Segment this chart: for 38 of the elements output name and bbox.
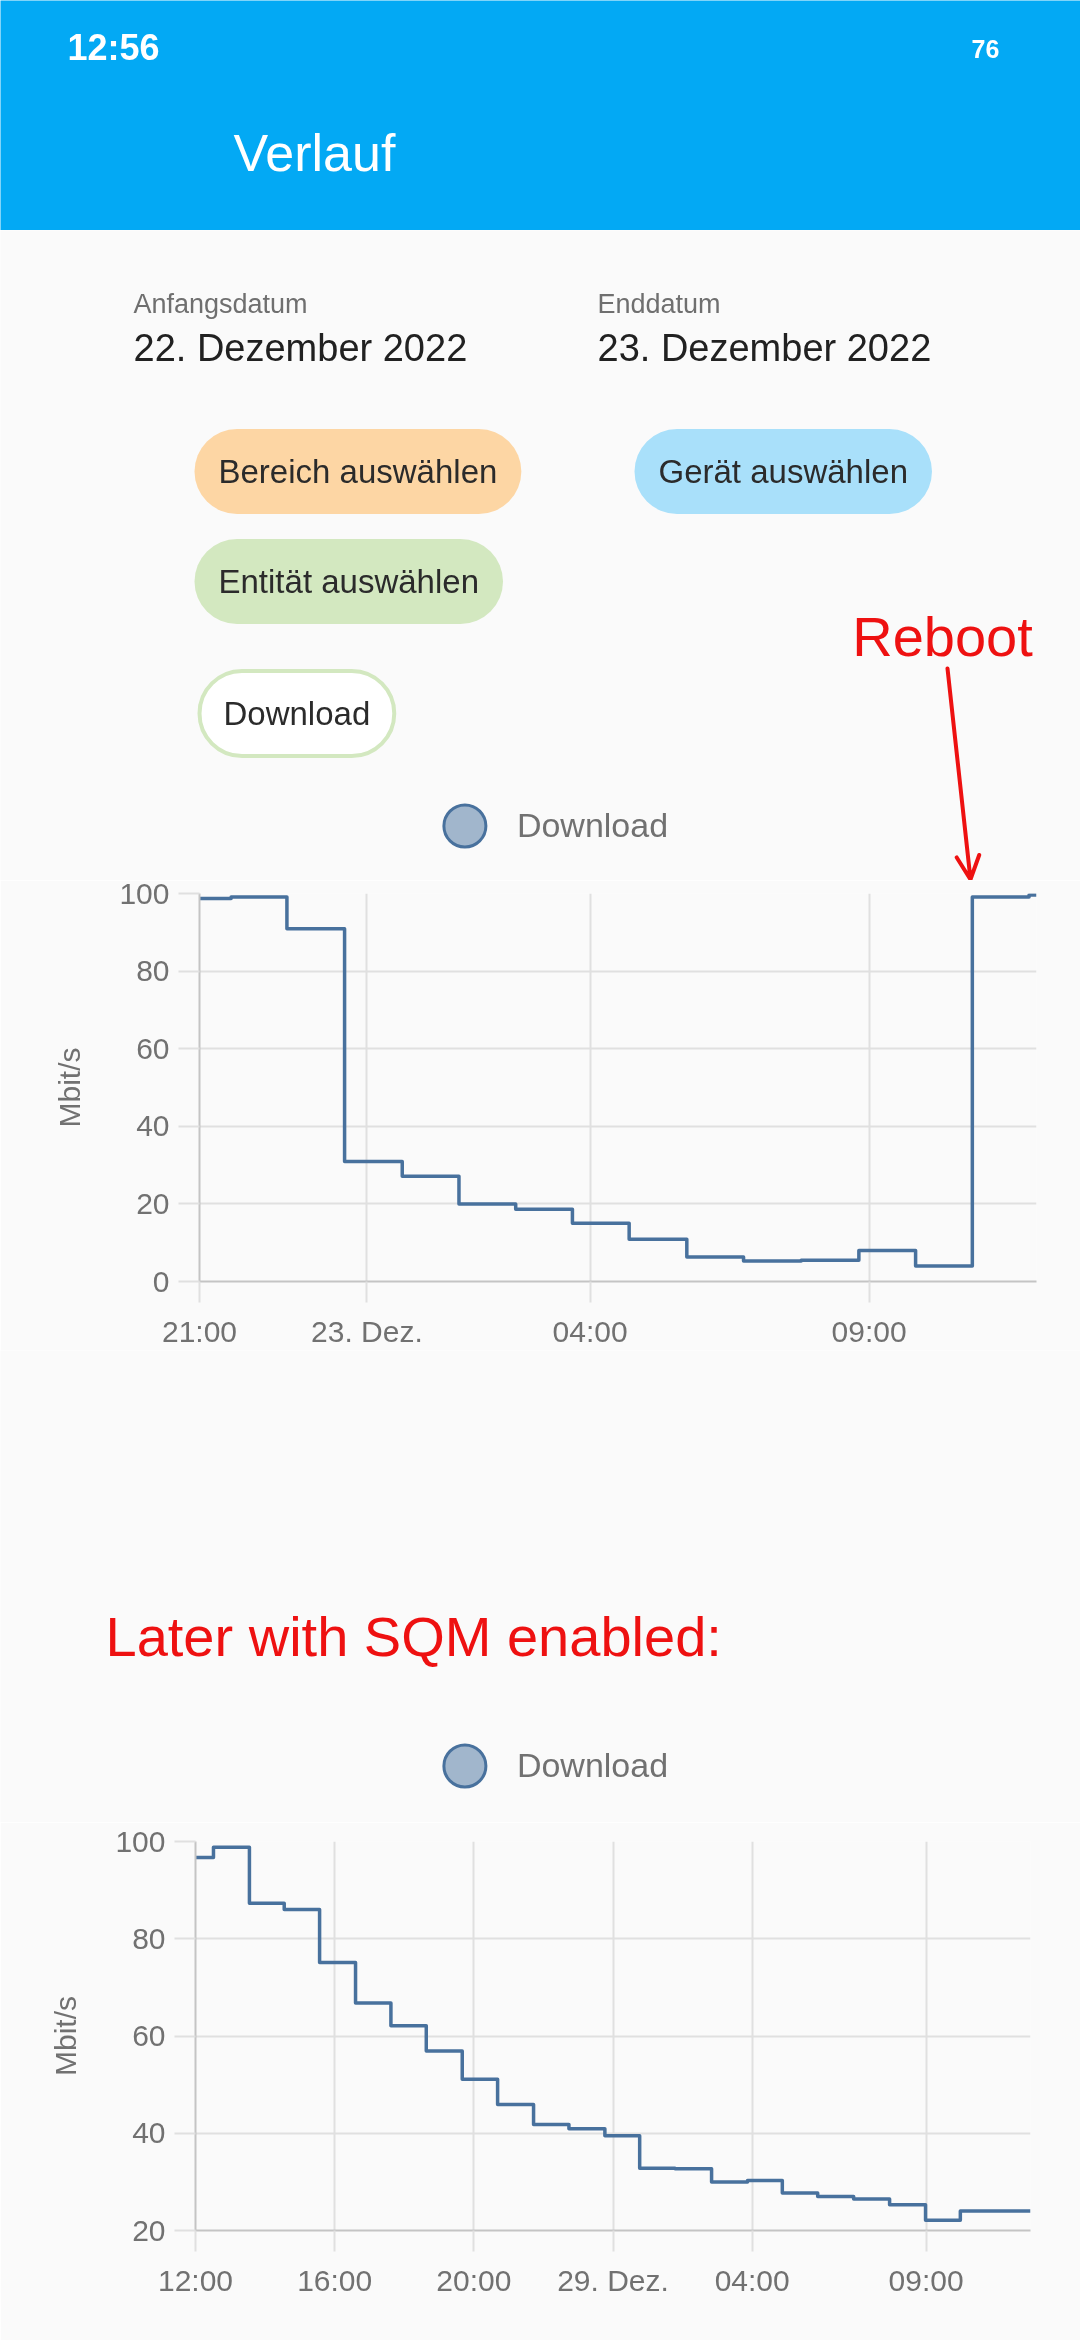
text: Download	[223, 695, 371, 732]
y-tick-label: 0	[152, 1264, 170, 1298]
text: Gerät auswählen	[658, 453, 908, 490]
text: 76	[971, 34, 1000, 63]
chart-title: Later with SQM enabled:	[105, 1605, 722, 1668]
text: Enddatum	[597, 288, 721, 319]
y-axis-title: Mbit/s	[53, 1047, 87, 1128]
x-tick-label: 12:00	[157, 2263, 234, 2297]
text: 12:56	[67, 27, 160, 68]
text: Verlauf	[233, 123, 396, 182]
text: Reboot	[852, 605, 1034, 668]
y-tick-label: 100	[115, 1824, 166, 1858]
y-tick-label: 100	[119, 876, 170, 910]
x-tick-label: 20:00	[436, 2263, 512, 2297]
y-tick-label: 80	[132, 1921, 166, 1955]
text: Entität auswählen	[218, 563, 480, 600]
y-axis-title: Mbit/s	[49, 1995, 83, 2076]
x-tick-label: 21:00	[161, 1314, 238, 1348]
x-tick-label: 16:00	[297, 2263, 373, 2297]
y-tick-label: 80	[136, 954, 170, 988]
x-tick-label: 04:00	[552, 1314, 628, 1348]
text: 23. Dezember 2022	[597, 326, 932, 369]
y-tick-label: 20	[132, 2213, 166, 2247]
x-tick-label: 23. Dez.	[311, 1314, 423, 1348]
y-tick-label: 20	[136, 1186, 170, 1220]
legend-label: Download	[516, 1746, 669, 1785]
y-tick-label: 40	[136, 1109, 170, 1143]
x-tick-label: 09:00	[888, 2263, 964, 2297]
y-tick-label: 60	[136, 1031, 170, 1065]
legend-label: Download	[516, 806, 669, 845]
text: 22. Dezember 2022	[133, 326, 468, 369]
y-tick-label: 40	[132, 2116, 166, 2150]
x-tick-label: 29. Dez.	[557, 2263, 669, 2297]
x-tick-label: 09:00	[831, 1314, 907, 1348]
x-tick-label: 04:00	[714, 2263, 790, 2297]
y-tick-label: 60	[132, 2019, 166, 2052]
text: Bereich auswählen	[218, 453, 498, 490]
text: Anfangsdatum	[133, 288, 308, 319]
